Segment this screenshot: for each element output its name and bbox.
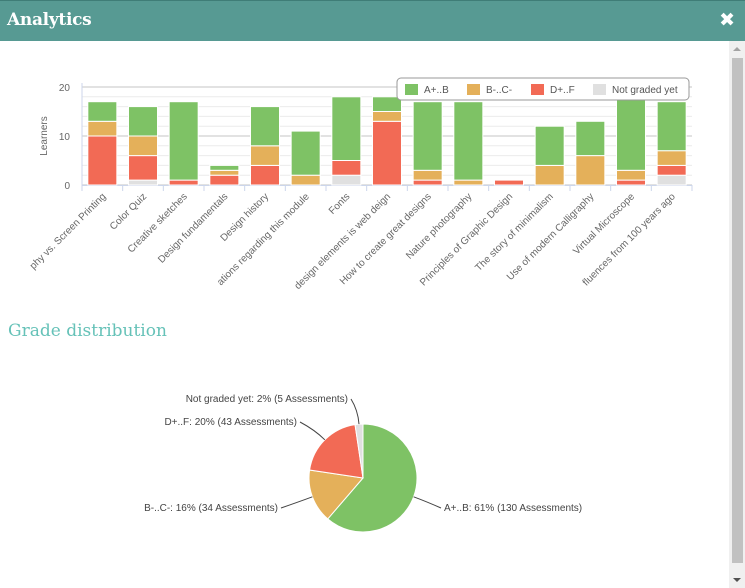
bar-segment bbox=[534, 164, 565, 186]
grade-distribution-title: Grade distribution bbox=[8, 321, 167, 341]
bar-chart-x-labels: phy vs. Screen Printing Color QuizCreativ… bbox=[28, 191, 678, 292]
bar-segment bbox=[656, 101, 687, 152]
bar-segment bbox=[494, 179, 524, 186]
bar-segment bbox=[616, 179, 646, 186]
bar-segment bbox=[616, 96, 646, 171]
bar-segment bbox=[250, 164, 280, 186]
legend-swatch bbox=[405, 84, 418, 95]
scroll-thumb[interactable] bbox=[732, 58, 743, 563]
dialog-header: Analytics ✖ bbox=[0, 0, 745, 41]
legend-item-label: B-..C- bbox=[486, 85, 512, 96]
dialog-title: Analytics bbox=[7, 10, 92, 30]
bar-segment bbox=[656, 150, 687, 166]
pie-slice bbox=[327, 423, 418, 533]
y-axis-label: Learners bbox=[39, 116, 50, 155]
bar-segment bbox=[87, 120, 118, 137]
x-tick-label: Color Quiz bbox=[108, 191, 149, 232]
bar-chart-bars bbox=[87, 96, 687, 186]
bar-segment bbox=[412, 169, 443, 181]
pie-connector-line bbox=[299, 421, 326, 441]
scroll-up-arrow-icon[interactable] bbox=[729, 41, 745, 58]
bar-segment bbox=[168, 179, 199, 186]
bar-segment bbox=[372, 111, 402, 122]
y-tick-label: 0 bbox=[64, 181, 70, 192]
grade-distribution-pie-chart: A+..B: 61% (130 Assessments) B-..C-: 16% … bbox=[144, 394, 582, 533]
y-tick-label: 20 bbox=[59, 83, 71, 94]
pie-slice-label: B-..C-: 16% (34 Assessments) bbox=[144, 503, 278, 514]
bar-segment bbox=[453, 179, 484, 186]
bar-segment bbox=[87, 101, 118, 122]
bar-segment bbox=[128, 179, 158, 186]
legend-item-label: D+..F bbox=[550, 85, 575, 96]
x-tick-label: The story of minimalism bbox=[473, 191, 555, 273]
bar-segment bbox=[209, 169, 240, 176]
pie-slice-label: D+..F: 20% (43 Assessments) bbox=[164, 417, 297, 428]
bar-segment bbox=[128, 135, 158, 157]
bar-segment bbox=[250, 145, 280, 166]
bar-segment bbox=[331, 174, 362, 186]
bar-segment bbox=[372, 96, 402, 112]
bar-segment bbox=[209, 164, 240, 171]
bar-segment bbox=[656, 174, 687, 186]
dialog-content: 0 10 20 Learners phy vs. Screen Printing Col… bbox=[0, 41, 729, 588]
bar-segment bbox=[290, 174, 321, 186]
bar-segment bbox=[209, 174, 240, 186]
bar-segment bbox=[412, 101, 443, 171]
pie-slice-label: Not graded yet: 2% (5 Assessments) bbox=[186, 394, 348, 405]
bar-segment bbox=[575, 155, 606, 186]
vertical-scrollbar[interactable] bbox=[729, 41, 745, 588]
bar-chart-legend: A+..B B-..C- D+..F Not graded yet bbox=[396, 77, 690, 101]
pie-connector-line bbox=[350, 398, 360, 425]
bar-segment bbox=[575, 120, 606, 157]
close-icon[interactable]: ✖ bbox=[719, 9, 735, 31]
bar-segment bbox=[250, 106, 280, 147]
x-tick-label: Design fundamentals bbox=[156, 191, 230, 265]
pie-slice-label: A+..B: 61% (130 Assessments) bbox=[444, 503, 582, 514]
bar-segment bbox=[534, 125, 565, 166]
bar-segment bbox=[87, 135, 118, 186]
learners-bar-chart: 0 10 20 Learners phy vs. Screen Printing Col… bbox=[28, 77, 693, 292]
pie-connector-line bbox=[280, 496, 313, 509]
bar-segment bbox=[168, 101, 199, 181]
legend-item-label: Not graded yet bbox=[612, 85, 678, 96]
scroll-down-arrow-icon[interactable] bbox=[729, 571, 745, 588]
bar-segment bbox=[331, 96, 362, 161]
bar-segment bbox=[128, 106, 158, 137]
legend-swatch bbox=[593, 84, 606, 95]
bar-segment bbox=[331, 160, 362, 176]
bar-segment bbox=[290, 130, 321, 176]
x-tick-label: phy vs. Screen Printing bbox=[28, 191, 108, 271]
pie-labels: A+..B: 61% (130 Assessments) B-..C-: 16% … bbox=[144, 394, 582, 514]
bar-segment bbox=[616, 169, 646, 181]
legend-swatch bbox=[531, 84, 544, 95]
bar-segment bbox=[412, 179, 443, 186]
pie-connector-line bbox=[413, 496, 442, 509]
bar-segment bbox=[656, 164, 687, 176]
bar-segment bbox=[128, 155, 158, 181]
bar-segment bbox=[453, 101, 484, 181]
y-tick-label: 10 bbox=[59, 132, 71, 143]
legend-swatch bbox=[467, 84, 480, 95]
pie-slice bbox=[309, 424, 364, 479]
pie-slice bbox=[308, 469, 364, 520]
x-tick-label: Fonts bbox=[327, 191, 352, 216]
pie-slices bbox=[308, 423, 418, 533]
legend-item-label: A+..B bbox=[424, 85, 449, 96]
bar-segment bbox=[372, 120, 402, 186]
